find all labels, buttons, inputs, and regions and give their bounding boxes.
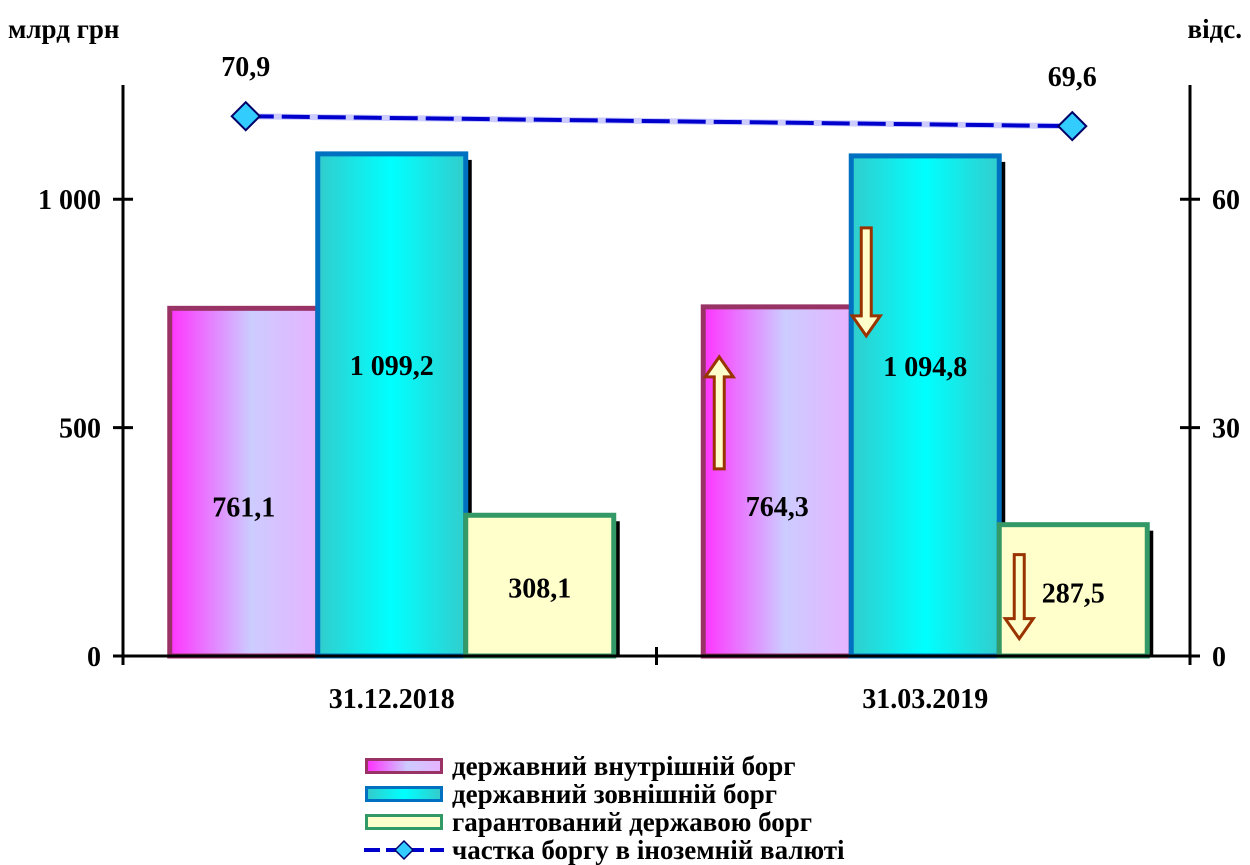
bar-value-label: 308,1 bbox=[508, 574, 571, 605]
legend-item-internal-debt: державний внутрішній борг bbox=[362, 752, 845, 780]
x-tick-label: 31.03.2019 bbox=[862, 684, 988, 715]
fx-share-point bbox=[1056, 110, 1088, 142]
legend-label: гарантований державою борг bbox=[452, 807, 813, 837]
legend: державний внутрішній борг державний зовн… bbox=[362, 752, 845, 864]
diamond-marker-icon bbox=[364, 839, 444, 861]
legend-swatch-guaranteed-debt bbox=[362, 811, 446, 833]
legend-swatch-internal-debt bbox=[362, 755, 446, 777]
legend-item-external-debt: державний зовнішній борг bbox=[362, 780, 845, 808]
labels-layer: 761,1 1 099,2 308,1 31.12.2018 764,3 1 094,8 2… bbox=[38, 52, 1240, 715]
bar-value-label: 287,5 bbox=[1042, 578, 1105, 609]
legend-label: державний внутрішній борг bbox=[452, 751, 796, 781]
legend-label: частка боргу в іноземній валюті bbox=[452, 835, 845, 865]
bar-value-label: 1 094,8 bbox=[883, 352, 967, 383]
bars-layer bbox=[167, 151, 1154, 659]
y-left-tick-label: 1 000 bbox=[38, 185, 101, 216]
arrow-down-icon bbox=[849, 226, 884, 339]
x-tick-label: 31.12.2018 bbox=[329, 684, 455, 715]
y-left-tick-label: 0 bbox=[87, 642, 101, 673]
bar-guaranteed-debt-1 bbox=[463, 512, 617, 659]
bar-value-label: 764,3 bbox=[746, 492, 809, 523]
legend-item-fx-share: частка боргу в іноземній валюті bbox=[362, 836, 845, 864]
y-right-tick-label: 30 bbox=[1212, 414, 1240, 445]
y-left-title: млрд грн bbox=[8, 14, 119, 44]
axes-layer bbox=[113, 85, 1200, 665]
arrow-up-icon bbox=[702, 354, 737, 471]
legend-swatch-fx-share bbox=[362, 839, 446, 861]
y-left-tick-label: 500 bbox=[59, 414, 101, 445]
legend-label: державний зовнішній борг bbox=[452, 779, 777, 809]
y-right-title: відс. bbox=[1188, 14, 1242, 44]
fx-share-line bbox=[245, 114, 1073, 129]
line-layer bbox=[230, 100, 1088, 142]
bar-external-debt-1 bbox=[315, 151, 469, 659]
bar-value-label: 1 099,2 bbox=[350, 351, 434, 382]
arrows-layer bbox=[702, 226, 1037, 642]
chart: млрд грн відс. 761,1 1 099,2 308,1 31.12.20… bbox=[8, 14, 1242, 715]
arrow-down-icon bbox=[1002, 553, 1037, 642]
fx-share-point bbox=[230, 100, 262, 132]
legend-item-guaranteed-debt: гарантований державою борг bbox=[362, 808, 845, 836]
y-right-tick-label: 60 bbox=[1212, 185, 1240, 216]
bar-value-label: 761,1 bbox=[212, 493, 275, 524]
fx-share-value-label: 70,9 bbox=[221, 52, 270, 83]
bar-internal-debt-1 bbox=[167, 305, 321, 659]
fx-share-value-label: 69,6 bbox=[1048, 62, 1097, 93]
bar-internal-debt-2 bbox=[700, 304, 854, 659]
bar-external-debt-2 bbox=[848, 153, 1002, 659]
y-right-tick-label: 0 bbox=[1212, 642, 1226, 673]
legend-swatch-external-debt bbox=[362, 783, 446, 805]
